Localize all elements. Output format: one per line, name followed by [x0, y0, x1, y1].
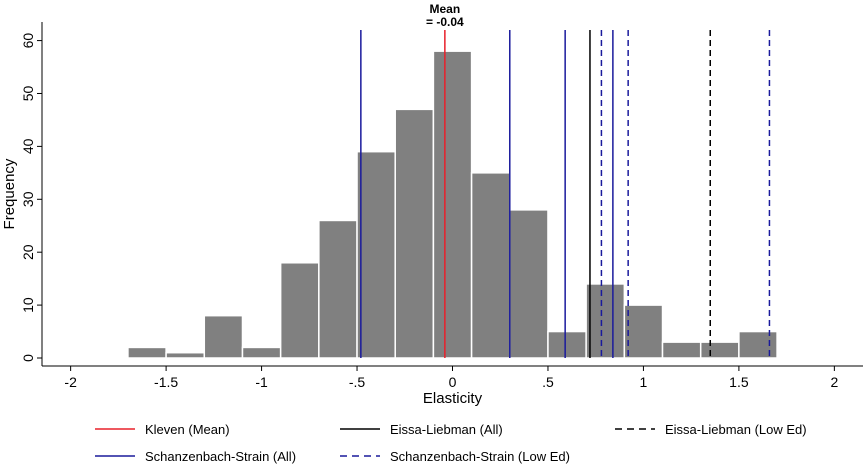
y-tick-label-4: 40: [20, 138, 36, 154]
histogram-bar-4: [279, 262, 320, 359]
histogram-bar-11: [547, 330, 587, 359]
x-tick-label-6: 1: [640, 374, 648, 390]
x-tick-label-5: .5: [542, 374, 554, 390]
histogram-bar-12: [585, 283, 626, 359]
histogram-bar-3: [241, 346, 282, 359]
y-axis-title: Frequency: [1, 158, 18, 229]
histogram-bar-1: [165, 351, 206, 359]
x-tick-label-1: -1.5: [154, 374, 178, 390]
legend: Kleven (Mean) Eissa-Liebman (All) Eissa-Li…: [95, 422, 807, 464]
y-tick-label-0: 0: [20, 354, 36, 362]
y-tick-label-5: 50: [20, 85, 36, 101]
histogram-bar-6: [356, 150, 396, 359]
legend-label-3: Schanzenbach-Strain (All): [145, 449, 296, 464]
histogram-bar-7: [394, 108, 435, 359]
x-tick-label-0: -2: [64, 374, 77, 390]
legend-label-4: Schanzenbach-Strain (Low Ed): [390, 449, 570, 464]
histogram-bar-2: [203, 314, 244, 359]
y-tick-label-3: 30: [20, 191, 36, 207]
y-tick-label-2: 20: [20, 244, 36, 260]
x-tick-label-3: -.5: [349, 374, 366, 390]
legend-label-0: Kleven (Mean): [145, 422, 230, 437]
histogram-bar-0: [127, 346, 167, 359]
mean-annotation-line2: = -0.04: [426, 15, 464, 29]
reference-lines-layer: [360, 30, 771, 358]
x-axis-title: Elasticity: [423, 390, 483, 407]
histogram-bar-9: [470, 172, 511, 359]
axes-layer: 0 10 20 30 40 50 60 -2 -1.5 -1 -.5 0 .5 1 1.5 2: [20, 22, 863, 390]
histogram-bar-14: [661, 341, 702, 359]
x-tick-label-8: 2: [830, 374, 838, 390]
histogram-bar-16: [738, 330, 778, 359]
x-tick-label-2: -1: [255, 374, 268, 390]
histogram-bar-5: [318, 219, 358, 359]
histogram-bar-15: [699, 341, 740, 359]
y-tick-label-1: 10: [20, 297, 36, 313]
histogram-bar-10: [509, 209, 549, 359]
histogram-bar-13: [623, 304, 664, 359]
histogram-bar-8: [432, 50, 473, 359]
y-tick-label-6: 60: [20, 33, 36, 49]
legend-label-1: Eissa-Liebman (All): [390, 422, 503, 437]
mean-annotation-line1: Mean: [430, 2, 461, 16]
legend-label-2: Eissa-Liebman (Low Ed): [665, 422, 807, 437]
bars-layer: [127, 50, 778, 359]
x-tick-label-4: 0: [449, 374, 457, 390]
x-tick-label-7: 1.5: [729, 374, 749, 390]
